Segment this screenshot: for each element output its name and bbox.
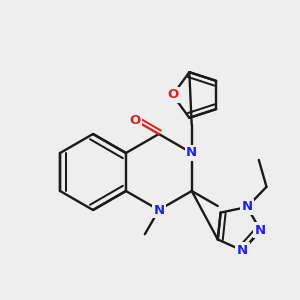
Text: N: N <box>237 244 248 257</box>
Text: N: N <box>242 200 253 214</box>
Text: N: N <box>186 146 197 160</box>
Text: N: N <box>255 224 266 237</box>
Text: N: N <box>153 203 164 217</box>
Text: O: O <box>129 113 140 127</box>
Text: O: O <box>167 88 178 101</box>
